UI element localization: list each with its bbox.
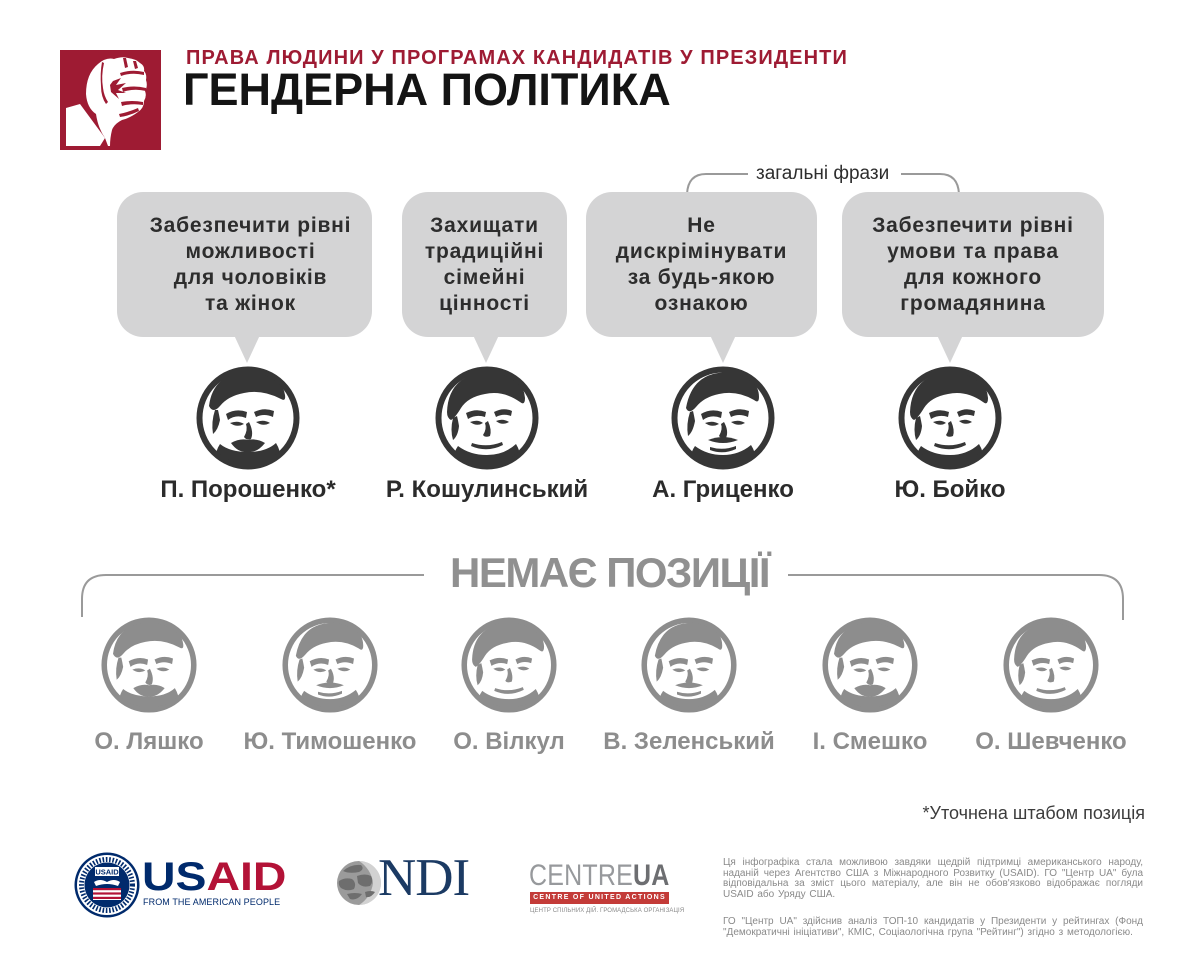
svg-text:USAID: USAID <box>95 868 119 877</box>
